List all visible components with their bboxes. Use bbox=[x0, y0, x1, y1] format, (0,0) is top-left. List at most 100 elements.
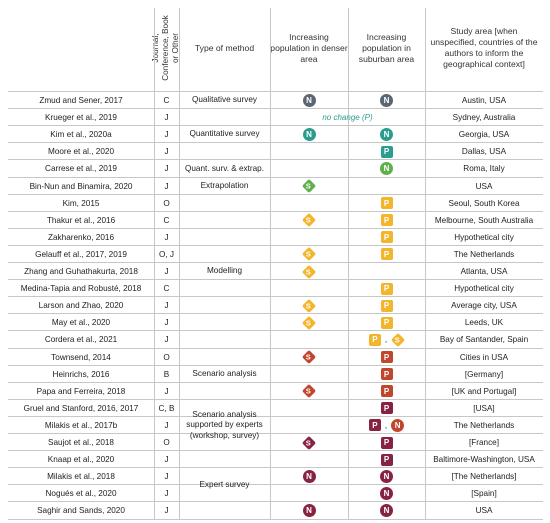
denser-area-cell: S bbox=[270, 297, 348, 314]
column-divider bbox=[179, 8, 180, 520]
author-cell: Thakur et al., 2016 bbox=[46, 215, 116, 225]
row-divider bbox=[8, 399, 543, 400]
row-divider bbox=[8, 245, 543, 246]
column-divider bbox=[270, 8, 271, 520]
suburban-area-cell: P bbox=[348, 349, 425, 366]
author-cell: Knaap et al., 2020 bbox=[47, 455, 115, 465]
suburban-area-cell: N bbox=[348, 160, 425, 177]
author-cell: Cordera et al., 2021 bbox=[44, 335, 118, 345]
study-area-cell: USA bbox=[475, 506, 493, 516]
denser-area-cell: S bbox=[270, 349, 348, 366]
study-area-cell: Roma, Italy bbox=[463, 164, 505, 174]
row-divider bbox=[8, 108, 543, 109]
row-divider bbox=[8, 467, 543, 468]
significant-effect-marker: S bbox=[301, 298, 317, 313]
significant-effect-marker: S bbox=[301, 384, 317, 399]
author-cell: Saujot et al., 2018 bbox=[47, 438, 114, 447]
row-divider bbox=[8, 194, 543, 195]
header-denser: Increasing population in denser area bbox=[270, 31, 348, 64]
row-divider bbox=[8, 159, 543, 160]
row-divider bbox=[8, 433, 543, 434]
positive-effect-marker: P bbox=[380, 197, 393, 210]
method-group-label: Extrapolation bbox=[200, 180, 249, 190]
suburban-area-cell: N bbox=[348, 502, 425, 519]
header-divider bbox=[8, 91, 543, 92]
publication-type-cell: C bbox=[163, 96, 170, 105]
study-area-cell: Austin, USA bbox=[461, 96, 507, 105]
suburban-area-cell: P bbox=[348, 143, 425, 160]
author-cell: Saghir and Sands, 2020 bbox=[37, 506, 125, 516]
row-divider bbox=[8, 296, 543, 297]
significant-effect-marker: S bbox=[301, 264, 317, 279]
publication-type-cell: J bbox=[164, 472, 169, 482]
negative-effect-marker: N bbox=[380, 470, 393, 484]
author-cell: Moore et al., 2020 bbox=[48, 147, 114, 157]
denser-area-cell: N bbox=[270, 126, 348, 143]
significant-effect-marker: S bbox=[301, 178, 317, 194]
author-cell: Gruel and Stanford, 2016, 2017 bbox=[23, 403, 139, 413]
study-area-cell: Cities in USA bbox=[459, 352, 509, 362]
row-divider bbox=[8, 142, 543, 143]
author-cell: Gelauff et al., 2017, 2019 bbox=[35, 249, 127, 259]
publication-type-cell: J bbox=[164, 506, 169, 516]
positive-effect-marker: P bbox=[380, 385, 393, 398]
denser-area-cell: N bbox=[270, 502, 348, 519]
no-change-note: no change (P) bbox=[270, 109, 425, 126]
negative-effect-marker: N bbox=[302, 128, 316, 142]
row-divider bbox=[8, 348, 543, 349]
positive-effect-marker: P bbox=[380, 299, 393, 312]
study-area-cell: [Germany] bbox=[464, 369, 504, 379]
column-divider bbox=[348, 8, 349, 520]
publication-type-cell: J bbox=[164, 301, 169, 311]
marker-separator: , bbox=[384, 420, 388, 430]
author-cell: Heinrichs, 2016 bbox=[52, 369, 110, 379]
suburban-area-cell: P bbox=[348, 297, 425, 314]
publication-type-cell: C, B bbox=[158, 403, 175, 413]
positive-effect-marker: P bbox=[380, 368, 393, 381]
suburban-area-cell: P bbox=[348, 246, 425, 263]
significant-effect-marker: S bbox=[301, 315, 317, 330]
study-area-cell: [UK and Portugal] bbox=[451, 386, 517, 396]
method-group-label: Modelling bbox=[206, 266, 243, 276]
suburban-area-cell: P bbox=[348, 366, 425, 383]
header-journal-type: Journal, Conference, Book or Other bbox=[151, 15, 180, 81]
study-area-cell: Seoul, South Korea bbox=[448, 198, 520, 208]
significant-effect-marker: S bbox=[390, 332, 405, 347]
significant-effect-marker: S bbox=[301, 349, 317, 365]
study-area-cell: [Spain] bbox=[471, 489, 497, 499]
row-divider bbox=[8, 416, 543, 417]
positive-effect-marker: P bbox=[380, 436, 393, 449]
negative-effect-marker: N bbox=[380, 128, 393, 142]
study-area-cell: Georgia, USA bbox=[458, 130, 510, 140]
study-area-cell: The Netherlands bbox=[453, 420, 515, 430]
row-divider bbox=[8, 279, 543, 280]
column-divider bbox=[154, 8, 155, 520]
denser-area-cell: S bbox=[270, 383, 348, 400]
row-divider bbox=[8, 365, 543, 366]
study-area-cell: Atlanta, USA bbox=[460, 267, 508, 276]
positive-effect-marker: P bbox=[380, 402, 393, 415]
author-cell: Townsend, 2014 bbox=[51, 352, 111, 362]
publication-type-cell: J bbox=[164, 113, 169, 123]
negative-effect-marker: N bbox=[302, 504, 316, 518]
publication-type-cell: J bbox=[164, 335, 169, 345]
study-area-cell: Dallas, USA bbox=[461, 147, 507, 157]
author-cell: Milakis et al., 2018 bbox=[47, 472, 115, 482]
study-area-cell: The Netherlands bbox=[453, 249, 515, 259]
publication-type-cell: J bbox=[164, 164, 169, 174]
publication-type-cell: O bbox=[163, 438, 170, 447]
method-group-label: Quantitative survey bbox=[189, 129, 260, 139]
negative-effect-marker: N bbox=[302, 470, 316, 484]
study-area-cell: Leeds, UK bbox=[464, 318, 504, 328]
study-area-cell: Average city, USA bbox=[451, 301, 517, 311]
positive-effect-marker: P bbox=[368, 419, 381, 432]
row-divider bbox=[8, 262, 543, 263]
header-method: Type of method bbox=[194, 42, 255, 53]
method-group-label: Scenario analysis supported by experts (… bbox=[186, 409, 263, 440]
study-area-cell: Baltimore-Washington, USA bbox=[433, 455, 535, 465]
denser-area-cell: S bbox=[270, 178, 348, 195]
publication-type-cell: J bbox=[164, 130, 169, 140]
study-area-cell: Melbourne, South Australia bbox=[434, 215, 534, 225]
author-cell: May et al., 2020 bbox=[51, 318, 111, 328]
marker-separator: , bbox=[384, 335, 388, 345]
